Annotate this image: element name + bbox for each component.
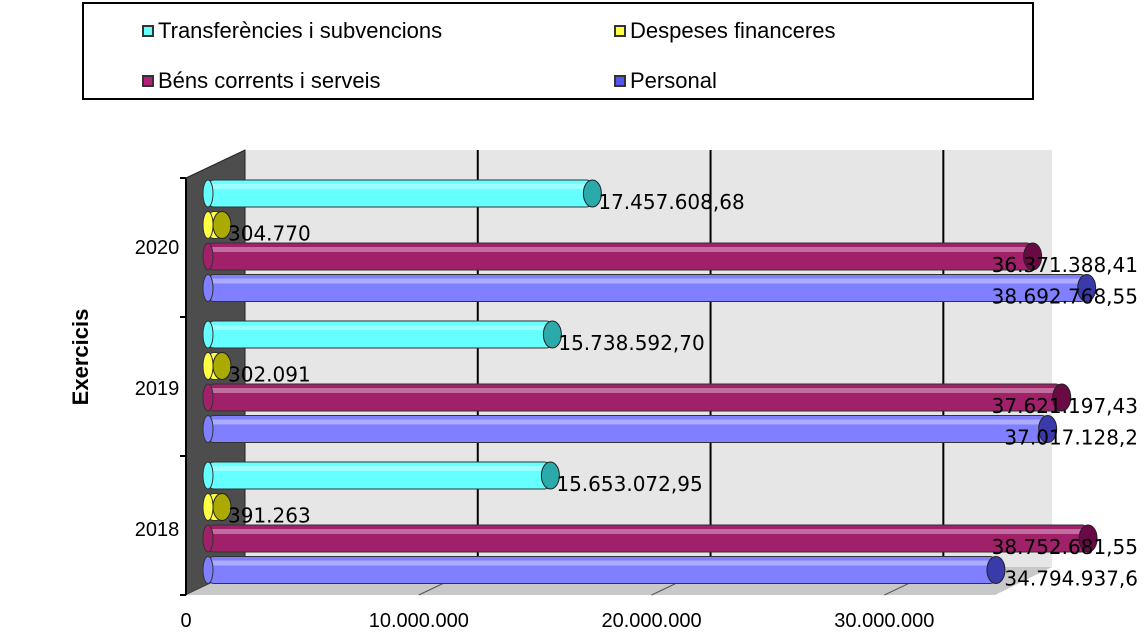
- category-label-2020: 2020: [135, 237, 180, 259]
- chart-category-labels: 2018 2019 2020: [135, 237, 180, 541]
- bar-highlight-bens-corrents-i-serveis-2020: [208, 247, 1033, 252]
- bar-highlight-bens-corrents-i-serveis-2018: [208, 529, 1089, 534]
- bar-base-despeses-financeres-2019: [202, 352, 214, 380]
- legend-label-bens: Béns corrents i serveis: [158, 68, 381, 93]
- legend-swatch-transferencies: [142, 25, 154, 37]
- bar-personal-2020: [202, 274, 1097, 302]
- bar-personal-2018: [202, 556, 1006, 584]
- value-label-transferencies-i-subvencions-2019: 15.738.592,70: [558, 331, 704, 355]
- bar-highlight-transferencies-i-subvencions-2018: [208, 466, 551, 471]
- bar-highlight-transferencies-i-subvencions-2020: [208, 184, 593, 189]
- bar-base-personal-2020: [202, 274, 214, 302]
- bar-personal-2019: [202, 415, 1058, 443]
- chart-value-labels: 15.653.072,95 391.263 38.752.681,55 34.794.…: [228, 190, 1138, 591]
- bar-highlight-bens-corrents-i-serveis-2019: [208, 388, 1062, 393]
- bar-bens-corrents-i-serveis-2020: [202, 242, 1043, 271]
- category-label-2018: 2018: [135, 519, 180, 541]
- bar-highlight-personal-2020: [208, 278, 1087, 284]
- bar-despeses-financeres-2019: [202, 352, 232, 380]
- chart-x-tick-labels: 0 10.000.000 20.000.000 30.000.000: [180, 610, 934, 632]
- value-label-personal-2019: 37.017.128,2: [1004, 426, 1138, 450]
- legend-swatch-despeses: [614, 25, 626, 37]
- bar-base-despeses-financeres-2020: [202, 211, 214, 239]
- bar-base-personal-2019: [202, 415, 214, 443]
- legend-item-despeses: Despeses financeres: [614, 18, 835, 44]
- bar-base-personal-2018: [202, 556, 214, 584]
- value-label-despeses-financeres-2018: 391.263: [228, 504, 311, 528]
- value-label-bens-corrents-i-serveis-2018: 38.752.681,55: [992, 535, 1138, 559]
- legend-swatch-personal: [614, 75, 626, 87]
- bar-bens-corrents-i-serveis-2019: [202, 383, 1072, 412]
- bar-highlight-personal-2018: [208, 560, 996, 566]
- bar-cap-bens-corrents-i-serveis-2020: [1023, 242, 1043, 271]
- x-tick-label-1: 10.000.000: [369, 610, 469, 632]
- y-axis-title: Exercicis: [68, 309, 93, 406]
- bar-base-transferencies-i-subvencions-2019: [202, 320, 214, 349]
- bar-transferencies-i-subvencions-2018: [202, 461, 560, 490]
- bar-cap-transferencies-i-subvencions-2018: [540, 461, 560, 490]
- category-label-2019: 2019: [135, 378, 180, 400]
- legend-item-bens: Béns corrents i serveis: [142, 68, 381, 94]
- bar-cap-personal-2019: [1038, 415, 1058, 443]
- bar-base-bens-corrents-i-serveis-2020: [202, 242, 214, 271]
- value-label-bens-corrents-i-serveis-2020: 36.371.388,41: [992, 253, 1138, 277]
- chart-legend: Transferències i subvencions Despeses fi…: [82, 2, 1034, 100]
- value-label-despeses-financeres-2019: 302.091: [228, 363, 311, 387]
- value-label-despeses-financeres-2020: 304.770: [228, 222, 311, 246]
- legend-label-transferencies: Transferències i subvencions: [158, 18, 443, 43]
- bar-highlight-transferencies-i-subvencions-2019: [208, 325, 553, 330]
- bar-base-transferencies-i-subvencions-2020: [202, 179, 214, 208]
- bar-cap-bens-corrents-i-serveis-2019: [1052, 383, 1072, 412]
- bar-transferencies-i-subvencions-2019: [202, 320, 562, 349]
- bar-base-transferencies-i-subvencions-2018: [202, 461, 214, 490]
- x-tick-label-2: 20.000.000: [602, 610, 702, 632]
- legend-label-despeses: Despeses financeres: [630, 18, 836, 43]
- legend-item-personal: Personal: [614, 68, 717, 94]
- bar-base-bens-corrents-i-serveis-2019: [202, 383, 214, 412]
- bar-despeses-financeres-2020: [202, 211, 232, 239]
- x-tick-label-0: 0: [180, 610, 191, 632]
- bar-highlight-personal-2019: [208, 419, 1048, 425]
- bar-cap-personal-2020: [1077, 274, 1097, 302]
- legend-label-personal: Personal: [630, 68, 717, 93]
- value-label-transferencies-i-subvencions-2018: 15.653.072,95: [556, 472, 702, 496]
- legend-item-transferencies: Transferències i subvencions: [142, 18, 442, 44]
- value-label-personal-2020: 38.692.768,55: [992, 285, 1138, 309]
- bar-cap-transferencies-i-subvencions-2020: [582, 179, 602, 208]
- bar-bens-corrents-i-serveis-2018: [202, 524, 1098, 553]
- value-label-transferencies-i-subvencions-2020: 17.457.608,68: [598, 190, 744, 214]
- bar-transferencies-i-subvencions-2020: [202, 179, 602, 208]
- legend-swatch-bens: [142, 75, 154, 87]
- value-label-personal-2018: 34.794.937,6: [1004, 567, 1138, 591]
- bar-base-bens-corrents-i-serveis-2018: [202, 524, 214, 553]
- bar-base-despeses-financeres-2018: [202, 493, 214, 521]
- bar-despeses-financeres-2018: [202, 493, 232, 521]
- x-tick-label-3: 30.000.000: [834, 610, 934, 632]
- bar-cap-personal-2018: [986, 556, 1006, 584]
- bar-cap-transferencies-i-subvencions-2019: [542, 320, 562, 349]
- bar-cap-bens-corrents-i-serveis-2018: [1078, 524, 1098, 553]
- chart-bars: [202, 179, 1098, 584]
- value-label-bens-corrents-i-serveis-2019: 37.621.197,43: [992, 394, 1138, 418]
